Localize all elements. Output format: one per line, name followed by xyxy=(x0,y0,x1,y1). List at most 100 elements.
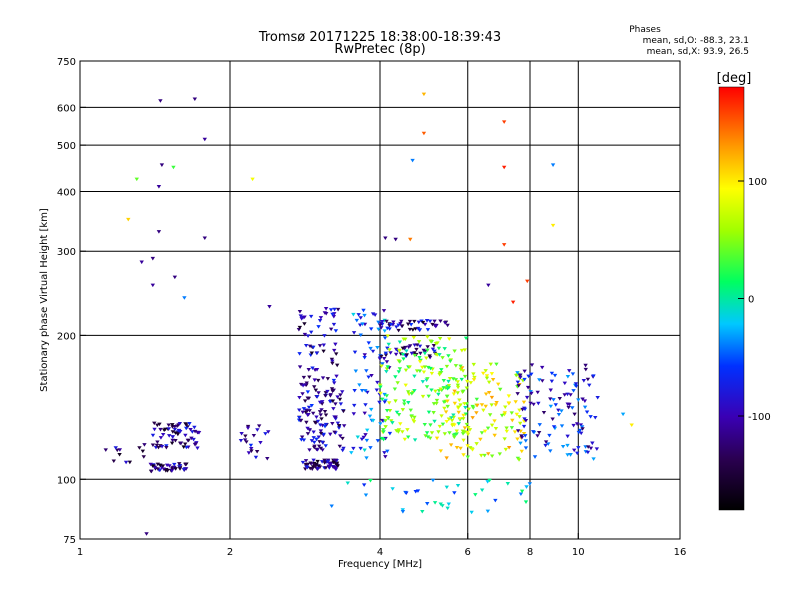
data-point xyxy=(409,415,414,419)
data-point xyxy=(171,165,176,170)
data-point xyxy=(417,344,423,349)
data-point xyxy=(463,412,468,416)
data-point xyxy=(570,406,575,410)
data-point xyxy=(444,485,449,490)
data-point xyxy=(384,369,389,374)
data-point xyxy=(155,467,161,471)
data-point xyxy=(594,447,600,451)
data-point xyxy=(582,399,588,403)
data-point xyxy=(389,419,394,423)
data-point xyxy=(481,408,486,413)
data-point xyxy=(551,398,556,402)
data-point xyxy=(455,484,461,488)
data-point xyxy=(156,185,162,189)
data-point xyxy=(470,416,475,420)
data-point xyxy=(509,411,514,415)
data-point xyxy=(565,453,570,457)
data-point xyxy=(352,403,357,408)
data-point xyxy=(456,405,461,409)
data-point xyxy=(423,434,428,438)
data-point xyxy=(366,341,371,345)
data-point xyxy=(134,177,139,182)
data-point xyxy=(379,436,385,441)
y-tick-label: 750 xyxy=(57,57,76,68)
data-point xyxy=(528,401,533,406)
data-point xyxy=(536,401,541,406)
data-point xyxy=(383,236,388,241)
chart-title: Tromsø 20171225 18:38:00-18:39:43 xyxy=(258,30,501,45)
data-point xyxy=(434,398,440,403)
data-point xyxy=(519,434,524,438)
data-point xyxy=(474,442,479,446)
data-point xyxy=(314,437,319,442)
x-tick-label: 4 xyxy=(377,547,383,558)
data-point xyxy=(159,163,165,167)
data-point xyxy=(487,478,492,483)
data-point xyxy=(414,343,420,347)
data-point xyxy=(384,394,389,398)
data-point xyxy=(315,395,320,399)
data-point xyxy=(445,506,450,511)
data-point xyxy=(370,419,376,423)
data-point xyxy=(254,450,260,454)
data-point xyxy=(408,408,413,413)
data-point xyxy=(387,431,393,436)
data-point xyxy=(428,366,433,371)
data-point xyxy=(422,349,428,354)
data-point xyxy=(242,438,248,442)
data-point xyxy=(253,455,259,460)
data-point xyxy=(317,410,323,414)
data-point xyxy=(320,440,325,445)
data-point xyxy=(361,483,367,487)
data-point xyxy=(328,393,333,397)
data-point xyxy=(506,445,512,450)
data-point xyxy=(523,446,529,450)
data-point xyxy=(457,398,462,402)
data-point xyxy=(140,449,146,454)
data-point xyxy=(393,375,398,379)
data-point xyxy=(529,363,535,367)
data-point xyxy=(368,479,373,483)
data-point xyxy=(164,463,170,468)
data-point xyxy=(182,296,187,300)
data-point xyxy=(591,457,596,461)
data-point xyxy=(494,400,499,405)
data-point xyxy=(448,443,454,447)
data-point xyxy=(467,428,473,432)
data-point xyxy=(351,446,356,451)
data-point xyxy=(170,435,175,439)
data-point xyxy=(629,423,634,428)
data-point xyxy=(515,371,520,375)
data-point xyxy=(316,391,321,395)
data-point xyxy=(397,340,403,345)
data-point xyxy=(433,324,438,329)
data-point xyxy=(437,372,442,377)
data-point xyxy=(303,344,309,348)
data-point xyxy=(375,439,381,443)
data-point xyxy=(461,389,466,394)
data-point xyxy=(553,403,558,407)
data-point xyxy=(442,432,448,436)
data-point xyxy=(519,489,525,494)
data-point xyxy=(405,322,411,327)
y-tick-label: 500 xyxy=(57,141,76,152)
data-point xyxy=(517,421,523,426)
data-point xyxy=(412,374,417,379)
data-point xyxy=(155,423,160,428)
data-point xyxy=(307,375,312,380)
data-point xyxy=(578,423,584,427)
data-point xyxy=(565,375,571,379)
data-point xyxy=(202,236,207,241)
data-point xyxy=(377,400,382,405)
data-point xyxy=(543,443,548,448)
data-point xyxy=(447,431,452,435)
data-point xyxy=(384,319,389,324)
y-tick-label: 100 xyxy=(57,475,76,486)
data-point xyxy=(330,399,336,404)
data-point xyxy=(202,137,207,142)
data-point xyxy=(595,395,600,400)
data-point xyxy=(175,432,181,437)
data-point xyxy=(336,423,342,428)
data-point xyxy=(386,342,391,347)
data-point xyxy=(522,377,527,382)
